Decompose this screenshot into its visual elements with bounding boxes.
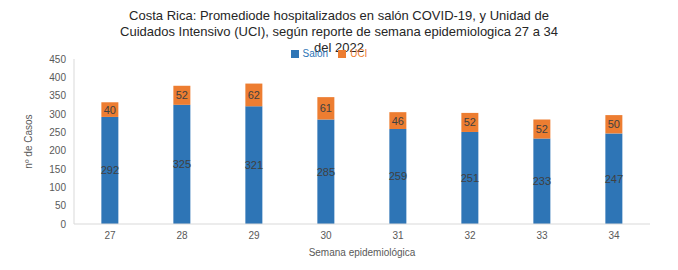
svg-text:200: 200 <box>49 145 66 156</box>
svg-text:50: 50 <box>55 200 67 211</box>
svg-text:52: 52 <box>536 123 548 135</box>
svg-text:32: 32 <box>464 230 476 241</box>
svg-text:62: 62 <box>248 89 260 101</box>
svg-text:100: 100 <box>49 182 66 193</box>
svg-text:30: 30 <box>320 230 332 241</box>
svg-text:61: 61 <box>320 102 332 114</box>
svg-text:150: 150 <box>49 164 66 175</box>
svg-text:325: 325 <box>173 158 191 170</box>
svg-text:250: 250 <box>49 127 66 138</box>
svg-text:0: 0 <box>60 219 66 230</box>
svg-text:247: 247 <box>605 173 623 185</box>
svg-text:285: 285 <box>317 166 335 178</box>
svg-text:46: 46 <box>392 115 404 127</box>
svg-text:259: 259 <box>389 170 407 182</box>
svg-text:292: 292 <box>101 164 119 176</box>
svg-text:31: 31 <box>392 230 404 241</box>
html-text:Salón: Salón <box>302 48 329 59</box>
svg-text:40: 40 <box>104 104 116 116</box>
svg-text:nº de Casos: nº de Casos <box>23 114 34 168</box>
svg-text:350: 350 <box>49 90 66 101</box>
svg-text:52: 52 <box>176 89 188 101</box>
svg-text:321: 321 <box>245 159 263 171</box>
svg-text:251: 251 <box>461 172 479 184</box>
svg-text:27: 27 <box>104 230 116 241</box>
svg-text:28: 28 <box>176 230 188 241</box>
svg-text:33: 33 <box>536 230 548 241</box>
svg-text:233: 233 <box>533 175 551 187</box>
svg-text:450: 450 <box>49 54 66 65</box>
svg-text:Semana epidemiológica: Semana epidemiológica <box>309 247 416 258</box>
svg-text:50: 50 <box>608 118 620 130</box>
svg-text:52: 52 <box>464 116 476 128</box>
svg-text:34: 34 <box>608 230 620 241</box>
svg-text:400: 400 <box>49 72 66 83</box>
svg-text:29: 29 <box>248 230 260 241</box>
svg-text:300: 300 <box>49 109 66 120</box>
html-text:UCI: UCI <box>350 48 368 59</box>
html-text:Costa Rica: Promediode hospita: Costa Rica: Promediode hospitalizados en… <box>120 8 558 55</box>
